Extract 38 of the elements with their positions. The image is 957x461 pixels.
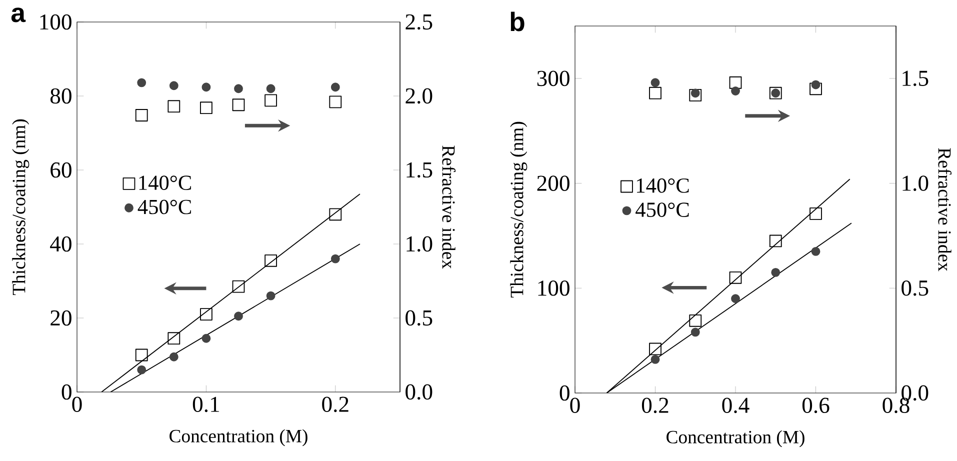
- x-tick-label: 0.4: [722, 398, 750, 414]
- y-tick-label: 20: [50, 310, 72, 326]
- y2-tick-label: 1.0: [902, 176, 928, 191]
- y-axis-title: Thickness/coating (nm): [12, 119, 30, 296]
- y2-tick-label: 1.5: [902, 70, 928, 86]
- y-tick-label: 60: [50, 162, 72, 178]
- y-tick-label: 0: [560, 385, 570, 401]
- x-tick-label: 0: [570, 398, 580, 414]
- x-tick-label: 0.2: [322, 396, 348, 412]
- y-tick-label: 40: [50, 236, 72, 252]
- x-axis-title: Concentration (M): [170, 429, 308, 446]
- y2-tick-label: 0.0: [406, 384, 432, 400]
- legend-label: 450°C: [138, 200, 191, 214]
- y2-tick-label: 1.5: [406, 162, 432, 178]
- y-axis-title: Thickness/coating (nm): [510, 122, 528, 298]
- y2-tick-label: 2.0: [406, 88, 432, 104]
- chart-title: b: [510, 12, 524, 32]
- y-tick-label: 100: [538, 280, 570, 296]
- y-tick-label: 100: [40, 14, 72, 30]
- x-tick-label: 0.6: [802, 398, 830, 414]
- y2-tick-label: 2.5: [406, 14, 432, 30]
- y2-tick-label: 0.5: [406, 310, 432, 326]
- legend-label: 140°C: [139, 176, 191, 190]
- y2-axis-title: Refractive index: [938, 148, 952, 272]
- y-tick-label: 0: [62, 384, 72, 400]
- x-axis-title: Concentration (M): [666, 430, 804, 448]
- y-tick-label: 80: [50, 88, 72, 104]
- y2-tick-label: 0.5: [902, 280, 928, 296]
- x-tick-label: 0.2: [642, 398, 668, 414]
- x-tick-label: 0.1: [192, 396, 220, 412]
- y2-tick-label: 1.0: [406, 236, 432, 252]
- chart-title: a: [11, 8, 26, 22]
- y2-axis-title: Refractive index: [442, 146, 456, 269]
- x-tick-label: 0: [72, 396, 82, 412]
- y-tick-label: 200: [537, 176, 570, 191]
- legend-label: 450°C: [636, 202, 689, 217]
- y-tick-label: 300: [537, 70, 570, 86]
- legend-label: 140°C: [637, 178, 689, 193]
